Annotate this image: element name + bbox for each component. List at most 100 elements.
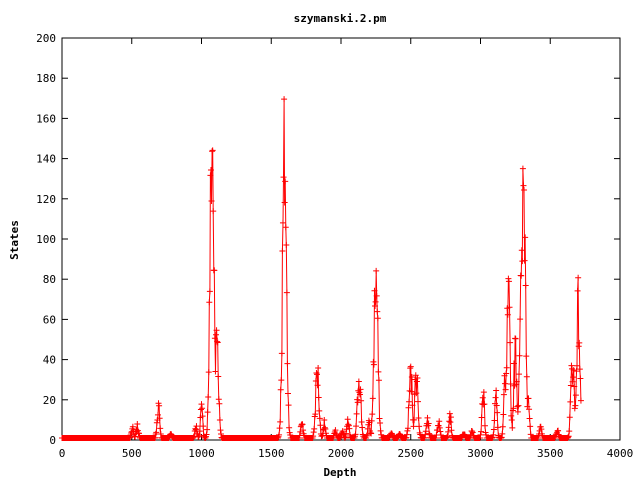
data-point bbox=[342, 434, 349, 441]
data-point bbox=[336, 434, 343, 441]
data-point bbox=[199, 413, 206, 420]
data-point bbox=[216, 400, 223, 407]
data-point bbox=[197, 406, 204, 413]
data-point bbox=[507, 381, 514, 388]
data-point bbox=[314, 371, 321, 378]
data-point bbox=[370, 358, 377, 365]
data-point bbox=[368, 417, 375, 424]
data-point bbox=[341, 434, 348, 441]
data-point bbox=[296, 434, 303, 441]
data-point bbox=[568, 362, 575, 369]
data-point bbox=[508, 412, 515, 419]
x-tick-label: 3000 bbox=[467, 447, 494, 460]
data-point bbox=[404, 425, 411, 432]
data-point bbox=[417, 431, 424, 438]
data-point bbox=[209, 147, 216, 154]
data-point bbox=[156, 402, 163, 409]
data-point bbox=[299, 421, 306, 428]
data-point bbox=[436, 418, 443, 425]
data-point bbox=[444, 434, 451, 441]
data-point bbox=[155, 400, 162, 407]
data-point bbox=[490, 431, 497, 438]
data-point bbox=[315, 394, 322, 401]
data-point bbox=[421, 434, 428, 441]
data-point bbox=[279, 219, 286, 226]
data-point bbox=[403, 431, 410, 438]
data-point bbox=[526, 406, 533, 413]
data-point bbox=[414, 375, 421, 382]
axis-ticks: 0 500 1000 1500 2000 2500 3000 3500 4000 0 20 40 60 8… bbox=[36, 32, 633, 460]
data-point bbox=[214, 338, 221, 345]
data-point bbox=[206, 299, 213, 306]
data-point bbox=[316, 415, 323, 422]
data-point bbox=[571, 405, 578, 412]
data-point bbox=[310, 433, 317, 440]
data-point bbox=[492, 394, 499, 401]
data-point bbox=[359, 424, 366, 431]
data-point bbox=[312, 411, 319, 418]
data-point bbox=[446, 410, 453, 417]
data-point bbox=[573, 368, 580, 375]
data-point bbox=[280, 174, 287, 181]
data-point bbox=[577, 397, 584, 404]
data-point bbox=[498, 434, 505, 441]
data-point bbox=[516, 352, 523, 359]
data-point bbox=[408, 388, 415, 395]
data-point bbox=[284, 360, 291, 367]
data-point bbox=[567, 398, 574, 405]
data-point bbox=[369, 395, 376, 402]
data-point bbox=[321, 416, 328, 423]
data-point bbox=[426, 431, 433, 438]
y-tick-label: 100 bbox=[36, 233, 56, 246]
data-point bbox=[369, 411, 376, 418]
data-point bbox=[510, 360, 517, 367]
data-point bbox=[286, 424, 293, 431]
data-point bbox=[481, 401, 488, 408]
data-point bbox=[574, 362, 581, 369]
data-point bbox=[410, 423, 417, 430]
data-point bbox=[436, 424, 443, 431]
data-point bbox=[513, 378, 520, 385]
data-point bbox=[422, 428, 429, 435]
data-point bbox=[316, 407, 323, 414]
data-point bbox=[565, 434, 572, 441]
x-axis-label: Depth bbox=[323, 466, 356, 479]
data-point bbox=[510, 405, 517, 412]
data-point bbox=[569, 378, 576, 385]
data-point bbox=[371, 287, 378, 294]
data-point bbox=[503, 364, 510, 371]
data-point bbox=[208, 198, 215, 205]
data-point bbox=[502, 380, 509, 387]
data-point bbox=[502, 386, 509, 393]
data-point bbox=[214, 339, 221, 346]
data-point bbox=[353, 423, 360, 430]
data-point bbox=[575, 343, 582, 350]
data-point bbox=[198, 401, 205, 408]
x-tick-label: 2500 bbox=[398, 447, 425, 460]
data-point bbox=[278, 377, 285, 384]
data-point bbox=[313, 369, 320, 376]
data-point bbox=[504, 311, 511, 318]
data-point bbox=[311, 425, 318, 432]
data-point bbox=[571, 383, 578, 390]
data-point bbox=[345, 421, 352, 428]
series-line bbox=[62, 99, 582, 439]
data-point bbox=[506, 304, 513, 311]
data-point bbox=[377, 420, 384, 427]
data-point bbox=[489, 434, 496, 441]
data-point bbox=[152, 434, 159, 441]
data-point bbox=[283, 289, 290, 296]
x-tick-label: 0 bbox=[59, 447, 66, 460]
data-point bbox=[490, 426, 497, 433]
data-point bbox=[448, 427, 455, 434]
data-point bbox=[339, 428, 346, 435]
y-tick-label: 140 bbox=[36, 153, 56, 166]
data-point bbox=[570, 367, 577, 374]
data-point bbox=[211, 335, 218, 342]
data-point bbox=[315, 365, 322, 372]
data-point bbox=[576, 339, 583, 346]
data-point bbox=[437, 428, 444, 435]
data-point bbox=[274, 434, 281, 441]
data-point bbox=[129, 423, 136, 430]
